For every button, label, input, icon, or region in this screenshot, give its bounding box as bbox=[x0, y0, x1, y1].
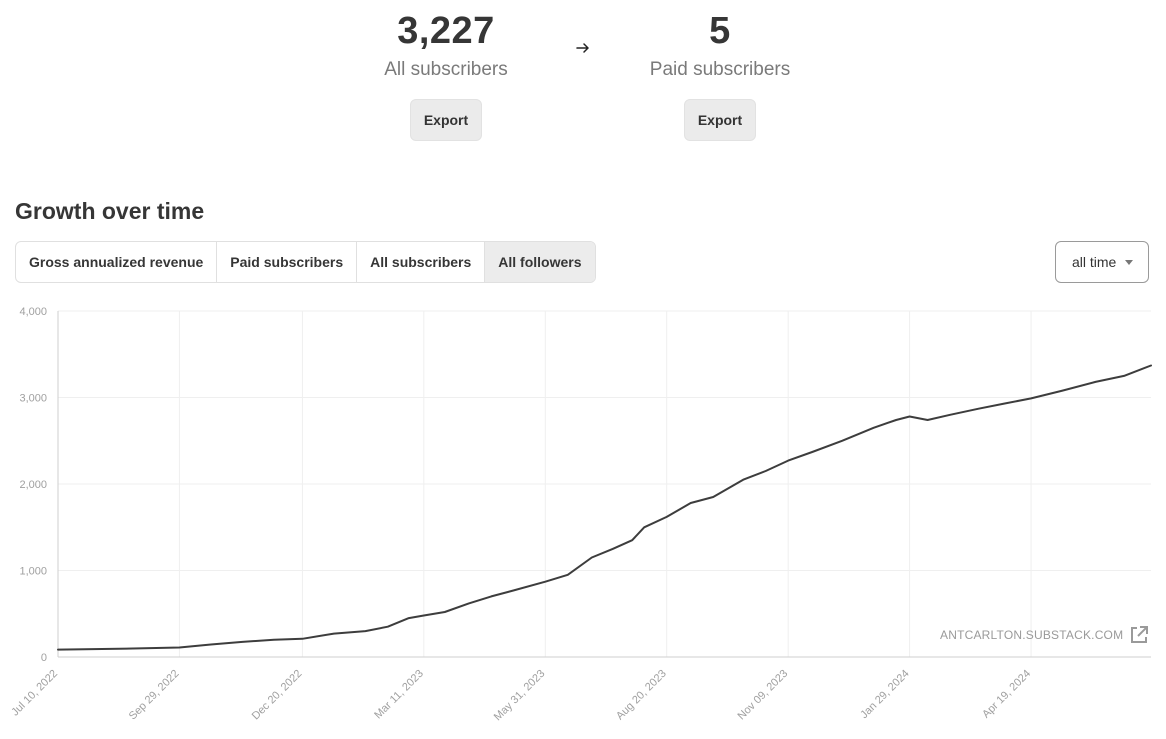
paid-subscribers-stat: 5 Paid subscribers Export bbox=[620, 8, 820, 141]
publication-link[interactable]: ANTCARLTON.SUBSTACK.COM bbox=[940, 625, 1149, 645]
tab-all-followers[interactable]: All followers bbox=[485, 242, 595, 282]
time-range-value: all time bbox=[1072, 254, 1117, 270]
followers-series-line bbox=[57, 364, 1152, 651]
tab-all-subscribers[interactable]: All subscribers bbox=[357, 242, 486, 282]
x-tick-label: Apr 19, 2024 bbox=[980, 668, 1033, 721]
export-all-subscribers-button[interactable]: Export bbox=[409, 99, 483, 141]
arrow-right-icon bbox=[576, 43, 589, 53]
x-tick-label: Nov 09, 2023 bbox=[736, 668, 791, 723]
growth-section-title: Growth over time bbox=[15, 198, 205, 224]
y-tick-label: 0 bbox=[41, 652, 47, 664]
paid-subscribers-label: Paid subscribers bbox=[649, 59, 791, 80]
publication-url: ANTCARLTON.SUBSTACK.COM bbox=[940, 628, 1124, 642]
all-subscribers-stat: 3,227 All subscribers Export bbox=[346, 8, 546, 141]
chart-tick-labels: 0 1,000 2,000 3,000 4,000 Jul 10, 2022 Sep 29,… bbox=[9, 306, 1033, 723]
y-tick-label: 2,000 bbox=[19, 479, 47, 491]
chart-axes bbox=[57, 311, 1151, 658]
growth-chart: 0 1,000 2,000 3,000 4,000 Jul 10, 2022 Sep 29,… bbox=[9, 306, 1152, 723]
tab-paid-subscribers[interactable]: Paid subscribers bbox=[217, 242, 358, 282]
x-tick-label: Jan 29, 2024 bbox=[858, 668, 911, 721]
export-paid-subscribers-button[interactable]: Export bbox=[683, 99, 757, 141]
tab-gross-annualized-revenue[interactable]: Gross annualized revenue bbox=[16, 242, 218, 282]
all-subscribers-label: All subscribers bbox=[384, 59, 508, 80]
y-tick-label: 3,000 bbox=[19, 393, 47, 405]
chart-series bbox=[57, 364, 1152, 651]
y-tick-label: 1,000 bbox=[19, 566, 47, 578]
time-range-select[interactable]: all time bbox=[1055, 241, 1149, 283]
x-tick-label: Jul 10, 2022 bbox=[9, 668, 60, 719]
external-link-icon bbox=[1131, 626, 1149, 643]
chart-grid bbox=[58, 310, 1151, 657]
all-subscribers-count: 3,227 bbox=[397, 10, 495, 52]
y-tick-label: 4,000 bbox=[19, 306, 47, 318]
x-tick-label: Aug 20, 2023 bbox=[614, 668, 669, 723]
metric-tabs: Gross annualized revenue Paid subscriber… bbox=[15, 241, 596, 283]
x-tick-label: Dec 20, 2022 bbox=[250, 668, 305, 723]
caret-down-icon bbox=[1125, 260, 1133, 265]
x-tick-label: Sep 29, 2022 bbox=[127, 668, 182, 723]
x-tick-label: Mar 11, 2023 bbox=[372, 668, 426, 722]
paid-subscribers-count: 5 bbox=[709, 10, 731, 52]
x-tick-label: May 31, 2023 bbox=[492, 668, 548, 724]
